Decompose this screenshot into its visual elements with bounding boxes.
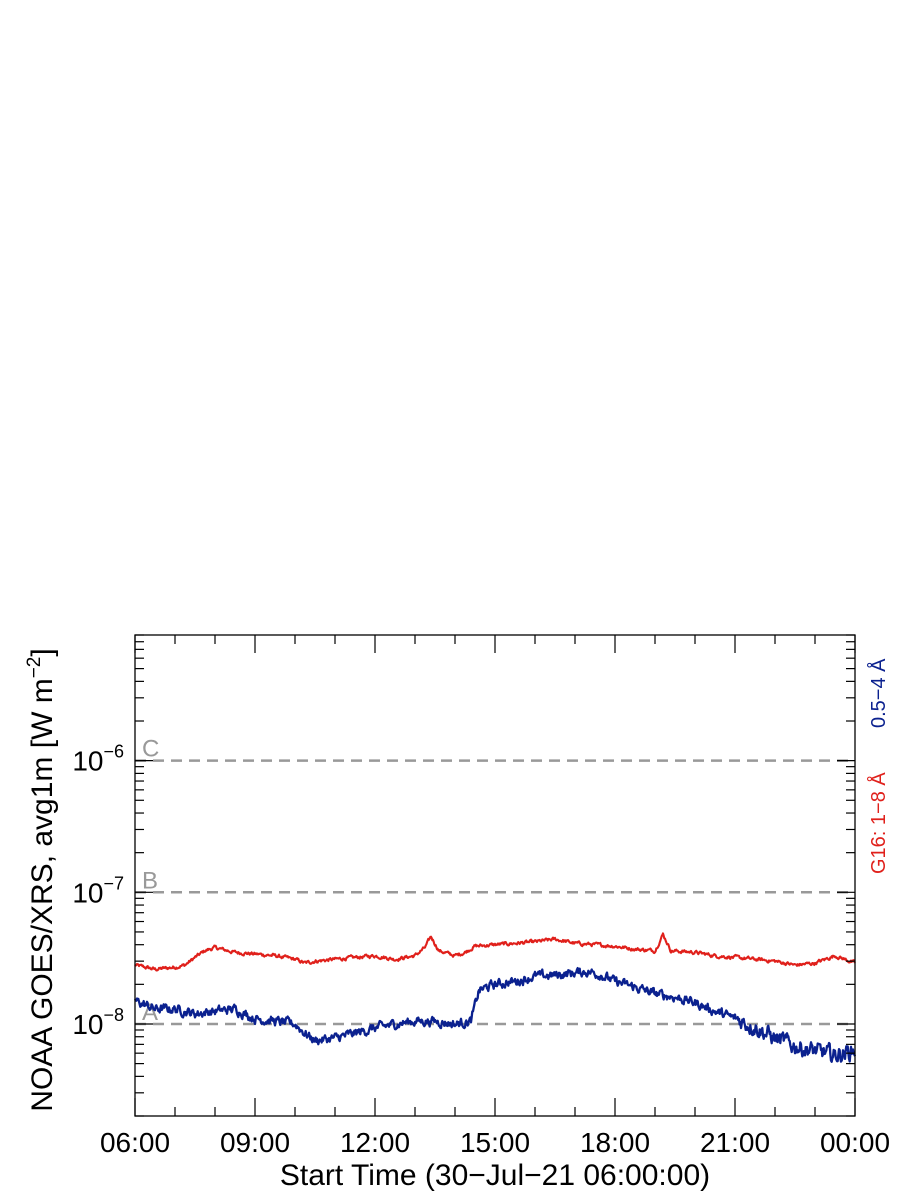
y-tick-label: 10−7 (72, 873, 124, 908)
y-axis-label-close: ] (26, 648, 59, 656)
y-tick-label-base: 10 (72, 746, 103, 777)
y-tick-label-exponent: −7 (103, 873, 124, 893)
flare-level-label-b: B (142, 867, 158, 894)
flare-level-label-c: C (142, 736, 159, 763)
y-tick-label: 10−8 (72, 1005, 124, 1040)
x-tick-label: 00:00 (820, 1127, 890, 1158)
x-axis-label: Start Time (30−Jul−21 06:00:00) (280, 1159, 710, 1192)
y-tick-label-exponent: −8 (103, 1005, 124, 1025)
x-tick-label: 09:00 (220, 1127, 290, 1158)
legend-entry-blue: 0.5−4 Å (867, 658, 890, 728)
y-tick-label: 10−6 (72, 742, 124, 777)
axis-ticks (134, 634, 856, 1117)
y-tick-label-exponent: −6 (103, 742, 124, 762)
y-axis-label: NOAA GOES/XRS, avg1m [W m−2] (24, 648, 59, 1111)
x-tick-label: 18:00 (580, 1127, 650, 1158)
x-tick-label: 21:00 (700, 1127, 770, 1158)
series-line-red (134, 932, 856, 972)
plot-frame (134, 634, 856, 1117)
y-tick-label-base: 10 (72, 877, 103, 908)
axis-labels: 06:00 09:00 12:00 15:00 18:00 21:00 00:0010−61… (72, 742, 890, 1158)
x-tick-label: 12:00 (340, 1127, 410, 1158)
y-tick-label-base: 10 (72, 1009, 103, 1040)
legend-entry-red: G16: 1−8 Å (867, 772, 890, 874)
x-tick-label: 15:00 (460, 1127, 530, 1158)
flare-level-lines: CBA (135, 736, 855, 1026)
series-line-blue (133, 966, 857, 1063)
series-layer (133, 932, 857, 1063)
y-axis-label-superscript: −2 (24, 657, 45, 679)
y-axis-label-main: NOAA GOES/XRS, avg1m [W m (26, 678, 59, 1111)
x-tick-label: 06:00 (100, 1127, 170, 1158)
